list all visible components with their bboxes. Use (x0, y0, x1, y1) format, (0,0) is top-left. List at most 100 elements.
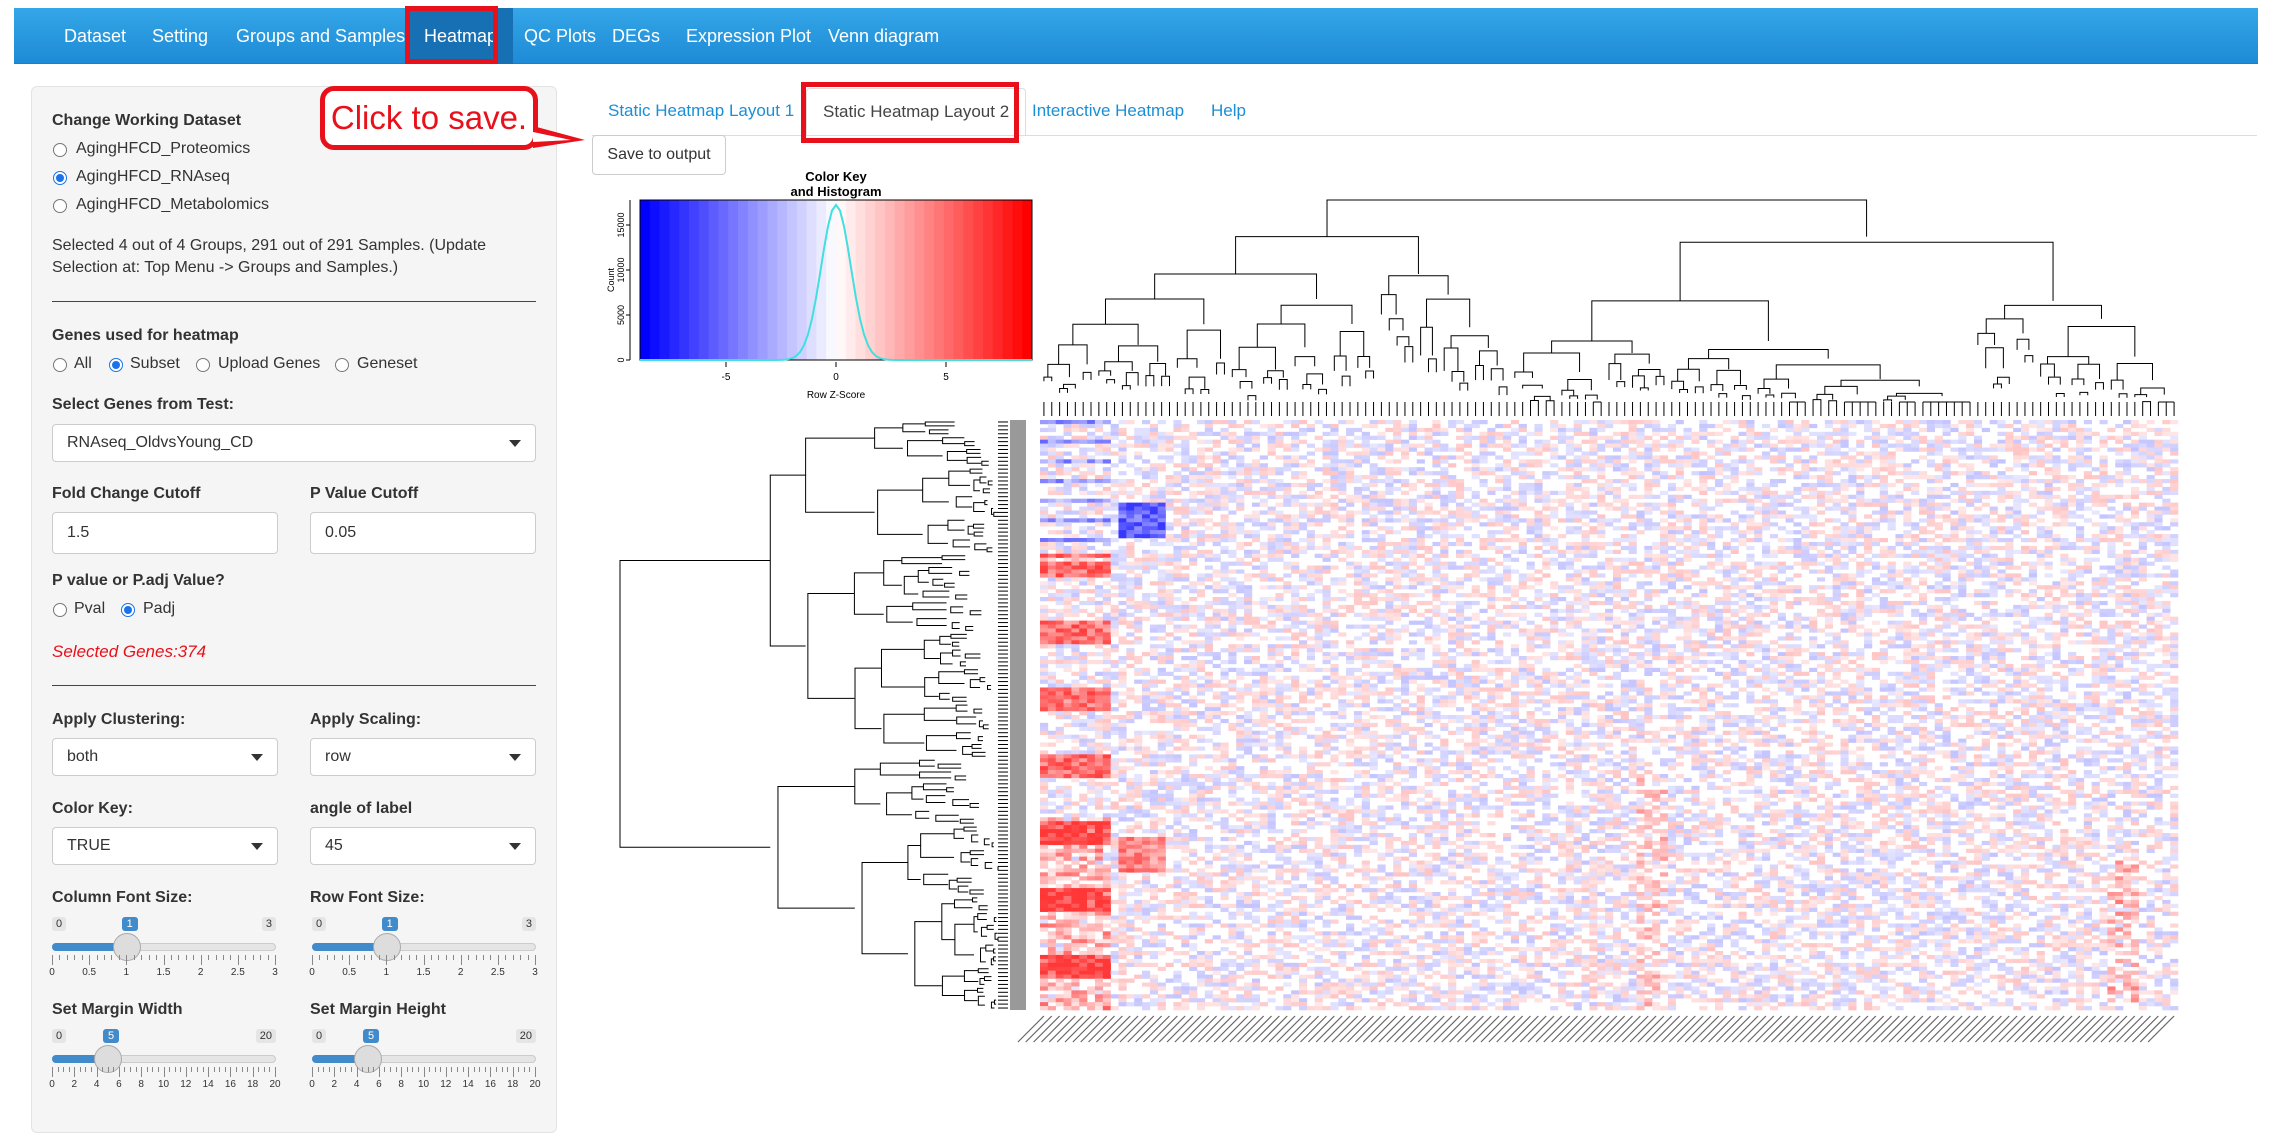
radio-genes-subset[interactable] (109, 358, 123, 372)
radio-proteomics[interactable] (53, 143, 67, 157)
heatmap-cell (1118, 502, 1127, 507)
heatmap-cell (1087, 573, 1096, 578)
chevron-down-icon (251, 843, 263, 850)
heatmap-cell (2170, 490, 2179, 496)
radio-padj[interactable] (121, 603, 135, 617)
heatmap-cell (1722, 608, 1731, 614)
radio-genes-all[interactable] (53, 358, 67, 372)
heatmap-cell (1424, 494, 1433, 499)
heatmap-cell (1503, 565, 1512, 570)
select-test-dropdown[interactable]: RNAseq_OldvsYoung_CD (52, 424, 536, 462)
fc-input[interactable]: 1.5 (52, 512, 278, 554)
heatmap-cell (1204, 447, 1213, 452)
heatmap-cell (1785, 577, 1794, 582)
radio-genes-geneset[interactable] (335, 358, 349, 372)
heatmap-cell (1911, 435, 1920, 440)
heatmap-cell (1699, 612, 1708, 617)
heatmap-cell (1173, 463, 1182, 468)
radio-pval[interactable] (53, 603, 67, 617)
tab-static-layout-1[interactable]: Static Heatmap Layout 1 (608, 101, 795, 120)
heatmap-cell (1448, 455, 1457, 460)
nav-qc-plots[interactable]: QC Plots (524, 26, 597, 46)
heatmap-cell (2083, 463, 2092, 468)
heatmap-cell (2130, 530, 2140, 535)
nav-dataset[interactable]: Dataset (64, 26, 127, 46)
heatmap-cell (2013, 494, 2022, 499)
pval-input[interactable]: 0.05 (310, 512, 536, 554)
heatmap-cell (1455, 585, 1465, 590)
heatmap-cell (1526, 573, 1535, 578)
heatmap-cell (1283, 494, 1292, 499)
nav-expression-plot[interactable]: Expression Plot (686, 26, 812, 46)
heatmap-cell (1573, 467, 1582, 472)
heatmap-cell (1864, 514, 1873, 519)
nav-degs[interactable]: DEGs (612, 26, 661, 46)
heatmap-cell (1534, 443, 1543, 448)
tab-interactive-heatmap[interactable]: Interactive Heatmap (1032, 101, 1185, 120)
heatmap-cell (1699, 506, 1708, 511)
heatmap-cell (1055, 620, 1064, 625)
heatmap-cell (1856, 467, 1865, 472)
radio-genes-upload[interactable] (196, 358, 210, 372)
tab-static-layout-2[interactable]: Static Heatmap Layout 2 (806, 88, 1027, 136)
colorkey-dropdown[interactable]: TRUE (52, 827, 278, 865)
nav-groups-and-samples[interactable]: Groups and Samples (236, 26, 406, 46)
heatmap-cell (1667, 482, 1677, 488)
heatmap-cell (1244, 514, 1253, 519)
save-to-output-button[interactable]: Save to output (592, 135, 726, 175)
heatmap-cell (1220, 577, 1229, 582)
heatmap-cell (1463, 498, 1472, 503)
callout-arrow-icon (533, 126, 585, 148)
heatmap-cell (1879, 581, 1888, 586)
heatmap-cell (1040, 549, 1049, 555)
row-font-slider[interactable]: 0 3 1 0 0.5 1 1.5 2 2.5 3 (309, 917, 538, 1017)
heatmap-cell (1997, 482, 2006, 488)
heatmap-cell (1550, 600, 1559, 606)
heatmap-cell (2021, 479, 2030, 484)
margin-width-slider[interactable]: 0 20 5 0 2 4 6 8 10 12 14 16 18 20 (49, 1029, 281, 1129)
radio-metabolomics[interactable] (53, 199, 67, 213)
slider-tick-label: 0.5 (342, 967, 357, 978)
heatmap-cell (1416, 522, 1425, 527)
heatmap-cell (1997, 475, 2006, 480)
scaling-dropdown[interactable]: row (310, 738, 536, 776)
heatmap-cell (1557, 455, 1567, 460)
heatmap-cell (1722, 447, 1731, 452)
heatmap-cell (1534, 498, 1543, 503)
heatmap-cell (1801, 447, 1810, 452)
heatmap-cell (1597, 494, 1606, 499)
heatmap-cell (1259, 510, 1268, 515)
heatmap-cell (1934, 565, 1943, 570)
heatmap-cell (1259, 455, 1268, 460)
radio-rnaseq[interactable] (53, 171, 67, 185)
heatmap-cell (1565, 514, 1574, 519)
heatmap-cell (1291, 463, 1300, 468)
heatmap-cell (2138, 439, 2147, 444)
selection-info-line1: Selected 4 out of 4 Groups, 291 out of 2… (52, 237, 487, 254)
heatmap-cell (2028, 447, 2038, 452)
heatmap-cell (2138, 597, 2147, 602)
heatmap-cell (2146, 427, 2155, 433)
nav-setting[interactable]: Setting (152, 26, 209, 46)
tab-help[interactable]: Help (1211, 101, 1246, 120)
col-font-label: Column Font Size: (52, 889, 193, 906)
slider-tick (529, 1067, 531, 1072)
heatmap-cell (1149, 498, 1159, 503)
heatmap-cell (1754, 522, 1763, 527)
angle-dropdown[interactable]: 45 (310, 827, 536, 865)
heatmap-cell (1887, 518, 1896, 523)
heatmap-cell (1503, 573, 1512, 578)
slider-tick (495, 1067, 497, 1072)
col-font-slider[interactable]: 0 3 1 0 0.5 1 1.5 2 2.5 3 (49, 917, 278, 1017)
heatmap-cell (1189, 490, 1198, 496)
heatmap-cell (1385, 620, 1394, 625)
heatmap-cell (1667, 486, 1677, 492)
slider-tick (438, 955, 440, 960)
heatmap-cell (1196, 573, 1206, 578)
heatmap-cell (1871, 431, 1881, 437)
heatmap-cell (2107, 479, 2116, 484)
nav-venn-diagram[interactable]: Venn diagram (828, 26, 940, 46)
heatmap-cell (1393, 608, 1402, 614)
clustering-dropdown[interactable]: both (52, 738, 278, 776)
margin-height-slider[interactable]: 0 20 5 0 2 4 6 8 10 12 14 16 18 20 (309, 1029, 541, 1129)
